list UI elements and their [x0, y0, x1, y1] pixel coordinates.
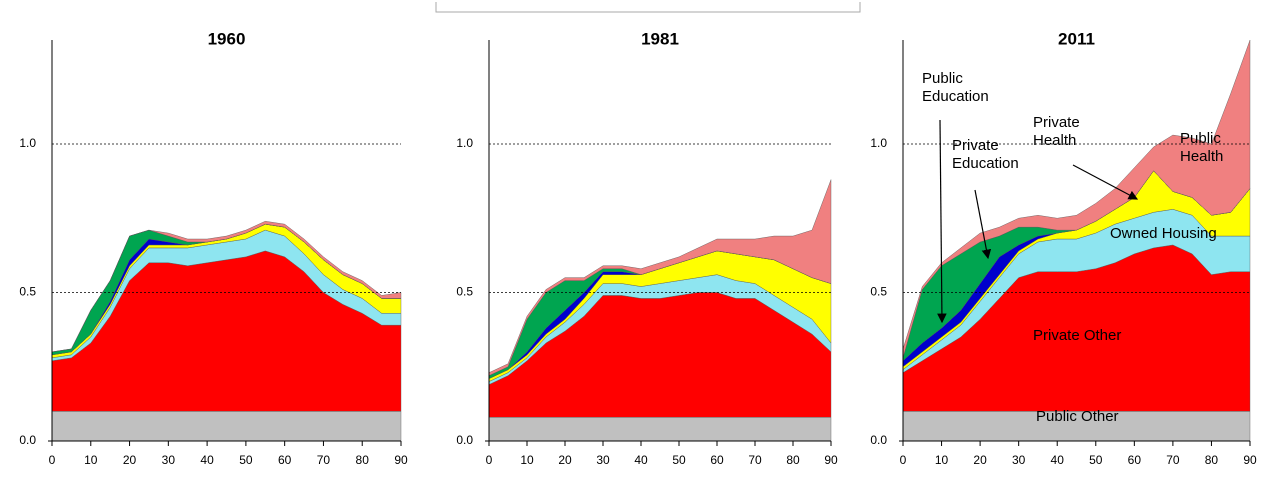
decoration [435, 2, 861, 13]
x-tick-label: 60 [278, 453, 292, 467]
area-label: Public Health [1180, 130, 1224, 165]
x-tick-label: 70 [317, 453, 331, 467]
area [488, 179, 832, 376]
area-label: Private Education [952, 137, 1019, 172]
x-tick-label: 80 [1205, 453, 1219, 467]
x-tick-label: 20 [558, 453, 572, 467]
x-tick-label: 50 [672, 453, 686, 467]
arrow [1072, 164, 1139, 200]
x-tick-label: 40 [200, 453, 214, 467]
x-tick-label: 60 [1128, 453, 1142, 467]
area [902, 39, 1251, 358]
x-tick-label: 10 [520, 453, 534, 467]
x-tick-label: 90 [394, 453, 408, 467]
x-tick-label: 30 [162, 453, 176, 467]
x-tick-label: 70 [1166, 453, 1180, 467]
y-tick-label: 0.5 [870, 285, 887, 299]
area [51, 411, 402, 442]
y-tick-label: 1.0 [870, 136, 887, 150]
y-tick-label: 0.0 [19, 433, 36, 447]
x-tick-label: 80 [786, 453, 800, 467]
area [488, 417, 832, 442]
y-tick-label: 0.5 [456, 285, 473, 299]
y-tick-label: 0.0 [870, 433, 887, 447]
x-tick-label: 20 [973, 453, 987, 467]
area-label: Private Health [1033, 114, 1080, 149]
x-tick-label: 60 [710, 453, 724, 467]
chart-title: 2011 [1058, 29, 1095, 48]
x-tick-label: 50 [1089, 453, 1103, 467]
y-tick-label: 0.5 [19, 285, 36, 299]
area-label: Public Other [1036, 408, 1119, 425]
chart-title: 1960 [208, 29, 246, 48]
area-label: Owned Housing [1110, 225, 1217, 242]
x-tick-label: 40 [1051, 453, 1065, 467]
x-tick-label: 40 [634, 453, 648, 467]
x-tick-label: 20 [123, 453, 137, 467]
y-tick-label: 1.0 [456, 136, 473, 150]
x-tick-label: 10 [84, 453, 98, 467]
arrow [974, 189, 992, 260]
x-tick-label: 30 [1012, 453, 1026, 467]
y-tick-label: 1.0 [19, 136, 36, 150]
area [51, 220, 402, 353]
x-tick-label: 70 [748, 453, 762, 467]
area-label: Private Other [1033, 327, 1122, 344]
area-label: Public Education [922, 70, 989, 105]
chart-title: 1981 [641, 29, 679, 48]
x-tick-label: 50 [239, 453, 253, 467]
x-tick-label: 0 [49, 453, 56, 467]
y-tick-label: 0.0 [456, 433, 473, 447]
x-tick-label: 90 [824, 453, 838, 467]
x-tick-label: 0 [900, 453, 907, 467]
x-tick-label: 30 [596, 453, 610, 467]
arrow [937, 119, 947, 324]
x-tick-label: 90 [1243, 453, 1257, 467]
x-tick-label: 80 [356, 453, 370, 467]
x-tick-label: 0 [486, 453, 493, 467]
x-tick-label: 10 [935, 453, 949, 467]
